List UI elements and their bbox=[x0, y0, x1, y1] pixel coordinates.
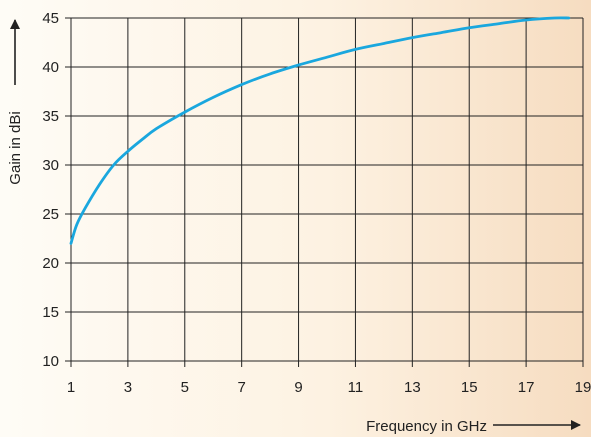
y-tick-label: 10 bbox=[42, 353, 59, 370]
x-tick-label: 19 bbox=[575, 379, 591, 396]
series bbox=[69, 16, 571, 245]
x-tick-label: 11 bbox=[348, 379, 364, 396]
gain-curve-line bbox=[69, 16, 571, 245]
x-tick-label: 7 bbox=[237, 379, 245, 396]
x-tick-label: 9 bbox=[294, 379, 302, 396]
y-tick-label: 35 bbox=[42, 108, 59, 125]
grid bbox=[65, 17, 584, 367]
x-tick-label: 15 bbox=[461, 379, 478, 396]
y-tick-label: 25 bbox=[42, 206, 59, 223]
x-tick-label: 1 bbox=[67, 379, 75, 396]
x-tick-label: 3 bbox=[124, 379, 132, 396]
y-tick-label: 40 bbox=[42, 59, 59, 76]
axes: Frequency in GHz Gain in dBi bbox=[7, 19, 581, 435]
y-axis-label: Gain in dBi bbox=[7, 111, 24, 184]
x-tick-label: 13 bbox=[404, 379, 421, 396]
x-axis-label: Frequency in GHz bbox=[366, 418, 487, 435]
y-tick-label: 30 bbox=[42, 157, 59, 174]
x-tick-label: 5 bbox=[181, 379, 189, 396]
x-tick-label: 17 bbox=[518, 379, 535, 396]
y-tick-label: 20 bbox=[42, 255, 59, 272]
y-tick-label: 15 bbox=[42, 304, 59, 321]
y-tick-label: 45 bbox=[42, 10, 59, 27]
